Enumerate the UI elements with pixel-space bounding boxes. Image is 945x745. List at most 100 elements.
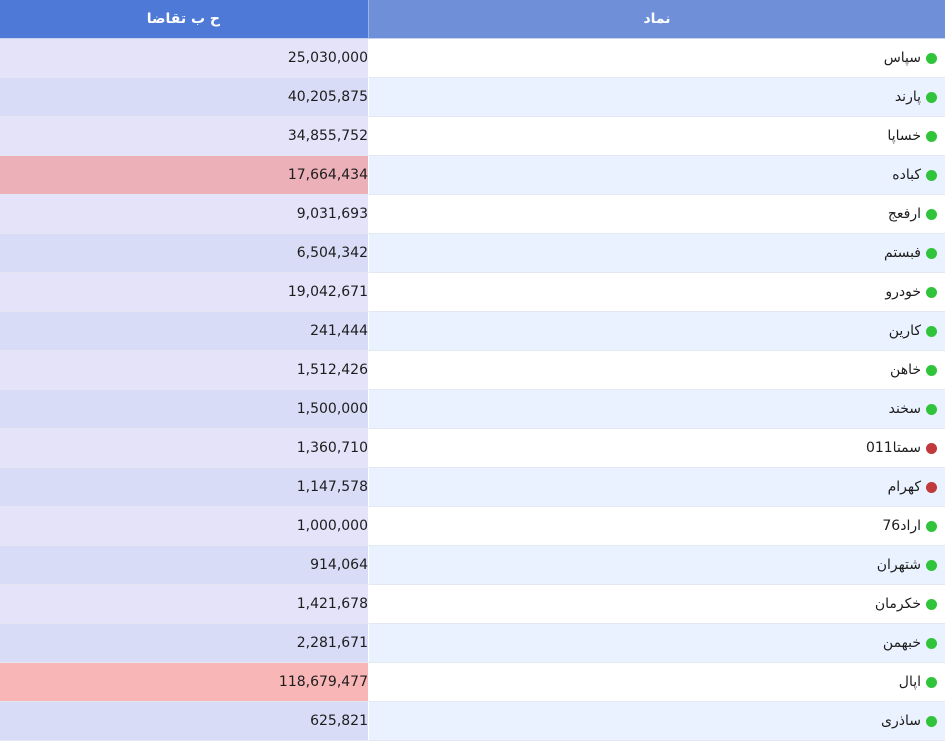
table-body: سپاس 25,030,000 پارند 40,205,875 خساپا 34,855… bbox=[0, 39, 945, 741]
symbol-label: پارند bbox=[894, 89, 921, 105]
symbol-cell[interactable]: سمتا011 bbox=[369, 429, 945, 468]
status-dot-icon bbox=[926, 169, 937, 181]
demand-volume-value: 6,504,342 bbox=[296, 245, 368, 261]
symbol-cell[interactable]: خکرمان bbox=[369, 585, 945, 624]
symbol-cell[interactable]: فبستم bbox=[369, 234, 945, 273]
table-row[interactable]: ساذری 625,821 bbox=[0, 702, 945, 741]
status-dot-icon bbox=[926, 247, 937, 259]
table-row[interactable]: سخند 1,500,000 bbox=[0, 390, 945, 429]
demand-volume-cell: 914,064 bbox=[0, 546, 369, 585]
symbol-label: اپال bbox=[898, 674, 921, 690]
demand-volume-cell: 40,205,875 bbox=[0, 78, 369, 117]
symbol-cell[interactable]: اپال bbox=[369, 663, 945, 702]
table-row[interactable]: خساپا 34,855,752 bbox=[0, 117, 945, 156]
table-row[interactable]: پارند 40,205,875 bbox=[0, 78, 945, 117]
status-dot-icon bbox=[926, 52, 937, 64]
demand-volume-value: 1,500,000 bbox=[296, 401, 368, 417]
table-row[interactable]: خبهمن 2,281,671 bbox=[0, 624, 945, 663]
symbol-label: اراد76 bbox=[882, 518, 921, 534]
demand-volume-cell: 25,030,000 bbox=[0, 39, 369, 78]
demand-volume-cell: 19,042,671 bbox=[0, 273, 369, 312]
table-row[interactable]: شتهران 914,064 bbox=[0, 546, 945, 585]
table-row[interactable]: سپاس 25,030,000 bbox=[0, 39, 945, 78]
status-dot-icon bbox=[926, 403, 937, 415]
table-row[interactable]: اراد76 1,000,000 bbox=[0, 507, 945, 546]
demand-volume-cell: 1,360,710 bbox=[0, 429, 369, 468]
table-row[interactable]: خاهن 1,512,426 bbox=[0, 351, 945, 390]
demand-volume-value: 34,855,752 bbox=[287, 128, 368, 144]
symbol-label: فبستم bbox=[884, 245, 921, 261]
demand-volume-value: 1,421,678 bbox=[296, 596, 368, 612]
status-dot-icon bbox=[926, 91, 937, 103]
symbol-cell[interactable]: ساذری bbox=[369, 702, 945, 741]
symbol-label: خکرمان bbox=[874, 596, 921, 612]
column-header-symbol[interactable]: نماد bbox=[369, 0, 945, 39]
demand-volume-value: 241,444 bbox=[310, 323, 368, 339]
demand-volume-cell: 34,855,752 bbox=[0, 117, 369, 156]
symbol-cell[interactable]: اراد76 bbox=[369, 507, 945, 546]
table-row[interactable]: خودرو 19,042,671 bbox=[0, 273, 945, 312]
demand-volume-value: 25,030,000 bbox=[287, 50, 368, 66]
status-dot-icon bbox=[926, 364, 937, 376]
column-header-demand-volume[interactable]: ح ب تقاضا bbox=[0, 0, 369, 39]
demand-volume-value: 17,664,434 bbox=[287, 167, 368, 183]
symbol-label: سمتا011 bbox=[865, 440, 921, 456]
table-header: نماد ح ب تقاضا bbox=[0, 0, 945, 39]
symbol-label: خاهن bbox=[890, 362, 921, 378]
table-row[interactable]: سمتا011 1,360,710 bbox=[0, 429, 945, 468]
demand-volume-value: 1,360,710 bbox=[296, 440, 368, 456]
table-row[interactable]: کباده 17,664,434 bbox=[0, 156, 945, 195]
status-dot-icon bbox=[926, 130, 937, 142]
table-row[interactable]: فبستم 6,504,342 bbox=[0, 234, 945, 273]
demand-volume-cell: 1,421,678 bbox=[0, 585, 369, 624]
symbol-label: کباده bbox=[892, 167, 921, 183]
symbol-cell[interactable]: خودرو bbox=[369, 273, 945, 312]
demand-volume-cell: 1,147,578 bbox=[0, 468, 369, 507]
symbol-label: کهرام bbox=[887, 479, 921, 495]
symbol-label: خبهمن bbox=[882, 635, 921, 651]
symbol-cell[interactable]: خاهن bbox=[369, 351, 945, 390]
demand-volume-value: 1,512,426 bbox=[296, 362, 368, 378]
symbol-label: ساذری bbox=[881, 713, 921, 729]
status-dot-icon bbox=[926, 286, 937, 298]
status-dot-icon bbox=[926, 559, 937, 571]
table-row[interactable]: اپال 118,679,477 bbox=[0, 663, 945, 702]
demand-volume-cell: 625,821 bbox=[0, 702, 369, 741]
symbol-cell[interactable]: سخند bbox=[369, 390, 945, 429]
table-row[interactable]: کارین 241,444 bbox=[0, 312, 945, 351]
symbol-label: ارفعج bbox=[887, 206, 921, 222]
status-dot-icon bbox=[926, 598, 937, 610]
demand-volume-value: 914,064 bbox=[310, 557, 368, 573]
symbol-cell[interactable]: شتهران bbox=[369, 546, 945, 585]
status-dot-icon bbox=[926, 442, 937, 454]
symbol-cell[interactable]: پارند bbox=[369, 78, 945, 117]
demand-volume-value: 19,042,671 bbox=[287, 284, 368, 300]
demand-volume-cell: 1,512,426 bbox=[0, 351, 369, 390]
symbol-cell[interactable]: خبهمن bbox=[369, 624, 945, 663]
symbol-label: سپاس bbox=[883, 50, 921, 66]
symbol-label: کارین bbox=[888, 323, 921, 339]
status-dot-icon bbox=[926, 325, 937, 337]
demand-volume-value: 1,000,000 bbox=[296, 518, 368, 534]
symbol-cell[interactable]: کهرام bbox=[369, 468, 945, 507]
demand-volume-value: 2,281,671 bbox=[296, 635, 368, 651]
table-row[interactable]: ارفعج 9,031,693 bbox=[0, 195, 945, 234]
demand-volume-value: 9,031,693 bbox=[296, 206, 368, 222]
status-dot-icon bbox=[926, 715, 937, 727]
symbol-cell[interactable]: خساپا bbox=[369, 117, 945, 156]
symbol-label: خساپا bbox=[887, 128, 921, 144]
demand-volume-cell: 118,679,477 bbox=[0, 663, 369, 702]
symbol-cell[interactable]: سپاس bbox=[369, 39, 945, 78]
demand-volume-value: 118,679,477 bbox=[278, 674, 368, 690]
table-row[interactable]: کهرام 1,147,578 bbox=[0, 468, 945, 507]
symbol-cell[interactable]: کارین bbox=[369, 312, 945, 351]
table-row[interactable]: خکرمان 1,421,678 bbox=[0, 585, 945, 624]
status-dot-icon bbox=[926, 481, 937, 493]
symbol-cell[interactable]: کباده bbox=[369, 156, 945, 195]
symbol-cell[interactable]: ارفعج bbox=[369, 195, 945, 234]
demand-volume-value: 1,147,578 bbox=[296, 479, 368, 495]
symbol-label: سخند bbox=[888, 401, 921, 417]
demand-volume-cell: 1,500,000 bbox=[0, 390, 369, 429]
demand-volume-cell: 2,281,671 bbox=[0, 624, 369, 663]
